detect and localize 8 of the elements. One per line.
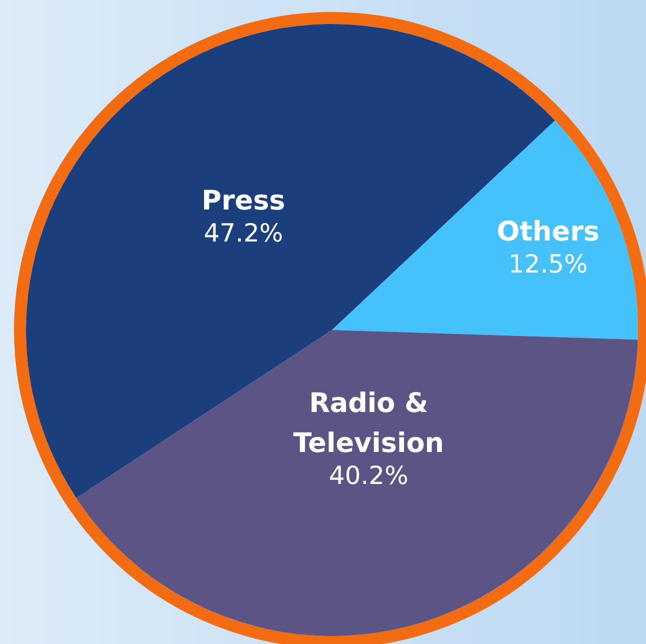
pie-slice <box>332 120 638 340</box>
pie-slice <box>76 330 638 636</box>
slice-label: Press <box>202 186 286 217</box>
data-label: 12.5% <box>508 249 588 278</box>
data-label: 40.2% <box>328 460 408 490</box>
data-label: 47.2% <box>204 218 284 248</box>
slice-label: Others <box>496 216 600 248</box>
slice-label: Radio & Television <box>293 388 444 459</box>
